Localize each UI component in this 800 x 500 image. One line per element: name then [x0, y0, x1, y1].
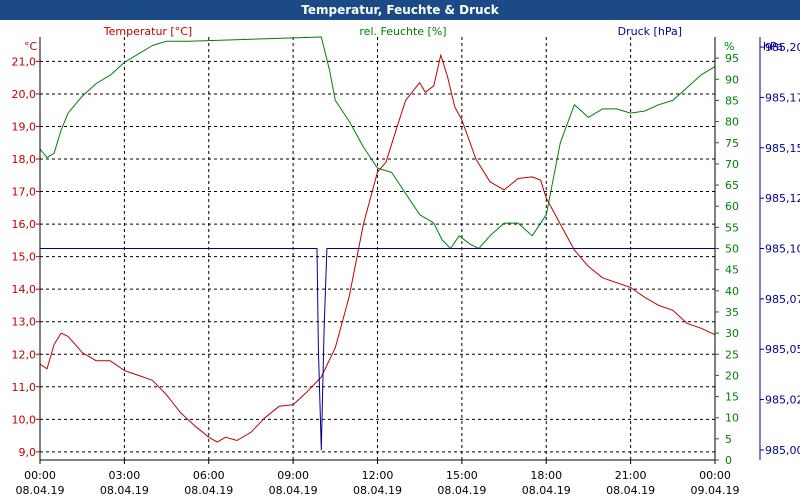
x-tick-date-label: 08.04.19 [353, 484, 402, 497]
x-tick-time-label: 03:00 [109, 469, 141, 482]
pressure-series-line [40, 248, 715, 451]
x-tick-date-label: 09.04.19 [691, 484, 740, 497]
temperature-tick-label: 17,0 [12, 186, 37, 199]
humidity-tick-label: 85 [725, 94, 739, 107]
temperature-tick-label: 11,0 [12, 381, 37, 394]
x-tick-time-label: 09:00 [277, 469, 309, 482]
temperature-series-line [39, 54, 716, 443]
humidity-tick-label: 80 [725, 116, 739, 129]
humidity-tick-label: 65 [725, 179, 739, 192]
humidity-tick-label: 25 [725, 348, 739, 361]
humidity-tick-label: 35 [725, 306, 739, 319]
pressure-series-label: Druck [hPa] [618, 25, 682, 38]
x-tick-time-label: 06:00 [193, 469, 225, 482]
pressure-tick-label: 985,00 [765, 444, 800, 457]
humidity-tick-label: 70 [725, 158, 739, 171]
temperature-tick-label: 20,0 [12, 88, 37, 101]
humidity-tick-label: 20 [725, 369, 739, 382]
temperature-series-label: Temperatur [°C] [103, 25, 192, 38]
temperature-tick-label: 10,0 [12, 413, 37, 426]
humidity-tick-label: 30 [725, 327, 739, 340]
temperature-tick-label: 16,0 [12, 218, 37, 231]
pressure-tick-label: 985,07 [765, 293, 800, 306]
x-tick-time-label: 21:00 [615, 469, 647, 482]
temperature-tick-label: 13,0 [12, 316, 37, 329]
title-bar [0, 0, 800, 20]
x-tick-date-label: 08.04.19 [522, 484, 571, 497]
humidity-unit-label: % [724, 40, 734, 53]
humidity-series-line [39, 36, 716, 249]
x-tick-time-label: 15:00 [446, 469, 478, 482]
humidity-tick-label: 95 [725, 52, 739, 65]
humidity-tick-label: 55 [725, 221, 739, 234]
x-tick-time-label: 00:00 [24, 469, 56, 482]
x-tick-time-label: 00:00 [699, 469, 731, 482]
pressure-tick-label: 985,15 [765, 142, 800, 155]
temperature-tick-label: 21,0 [12, 55, 37, 68]
pressure-tick-label: 985,12 [765, 192, 800, 205]
temperature-tick-label: 14,0 [12, 283, 37, 296]
pressure-unit-label: hPa [763, 40, 783, 53]
x-tick-date-label: 08.04.19 [269, 484, 318, 497]
x-tick-date-label: 08.04.19 [16, 484, 65, 497]
temperature-tick-label: 19,0 [12, 120, 37, 133]
pressure-tick-label: 985,05 [765, 343, 800, 356]
humidity-tick-label: 75 [725, 137, 739, 150]
x-tick-date-label: 08.04.19 [606, 484, 655, 497]
x-tick-time-label: 18:00 [530, 469, 562, 482]
x-tick-time-label: 12:00 [362, 469, 394, 482]
humidity-tick-label: 45 [725, 264, 739, 277]
pressure-tick-label: 985,20 [765, 41, 800, 54]
humidity-tick-label: 40 [725, 285, 739, 298]
humidity-tick-label: 15 [725, 391, 739, 404]
x-tick-date-label: 08.04.19 [100, 484, 149, 497]
humidity-tick-label: 90 [725, 73, 739, 86]
x-tick-date-label: 08.04.19 [184, 484, 233, 497]
temperature-tick-label: 18,0 [12, 153, 37, 166]
humidity-tick-label: 60 [725, 200, 739, 213]
humidity-tick-label: 10 [725, 412, 739, 425]
humidity-tick-label: 0 [725, 454, 732, 467]
pressure-tick-label: 985,02 [765, 394, 800, 407]
temperature-tick-label: 15,0 [12, 251, 37, 264]
temperature-tick-label: 12,0 [12, 348, 37, 361]
pressure-tick-label: 985,17 [765, 91, 800, 104]
humidity-tick-label: 5 [725, 433, 732, 446]
temperature-unit-label: °C [24, 40, 38, 53]
window-title: Temperatur, Feuchte & Druck [301, 3, 499, 17]
temperature-tick-label: 9,0 [19, 446, 37, 459]
humidity-series-label: rel. Feuchte [%] [359, 25, 446, 38]
humidity-tick-label: 50 [725, 243, 739, 256]
x-tick-date-label: 08.04.19 [437, 484, 486, 497]
pressure-tick-label: 985,10 [765, 243, 800, 256]
